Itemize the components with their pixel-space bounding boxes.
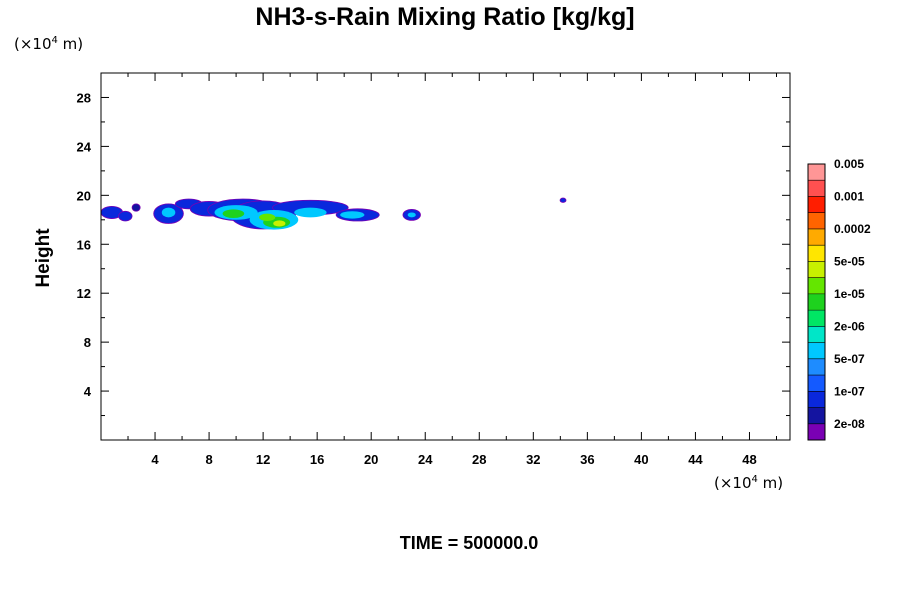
y-tick-label: 28	[77, 90, 91, 105]
colorbar-swatch	[808, 180, 825, 197]
colorbar-swatch	[808, 212, 825, 229]
colorbar-label: 1e-07	[834, 384, 865, 398]
contour-region-13	[559, 197, 567, 203]
x-tick-label: 8	[205, 452, 212, 467]
colorbar-swatch	[808, 164, 825, 181]
colorbar-swatch	[808, 228, 825, 246]
colorbar-legend: 2e-08 1e-07 5e-07 2e-06 1e-05 5e-05 0.0002 0.00…	[807, 157, 871, 441]
contour-region-17	[340, 211, 365, 219]
colorbar-label: 0.005	[834, 157, 864, 171]
colorbar-label: 1e-05	[834, 287, 865, 301]
time-footer: TIME = 500000.0	[400, 533, 539, 553]
colorbar-swatch	[808, 358, 825, 376]
colorbar-swatch	[808, 310, 825, 327]
x-tick-label: 20	[364, 452, 378, 467]
colorbar-swatch	[808, 391, 825, 408]
contour-regions	[100, 197, 567, 230]
colorbar-swatch	[808, 196, 825, 213]
chart-title: NH3-s-Rain Mixing Ratio [kg/kg]	[255, 3, 634, 31]
contour-region-2	[118, 210, 133, 222]
x-tick-label: 16	[310, 452, 324, 467]
x-tick-label: 40	[634, 452, 648, 467]
x-tick-label: 48	[742, 452, 756, 467]
colorbar-label: 2e-06	[834, 319, 865, 333]
x-tick-label: 28	[472, 452, 486, 467]
x-axis-unit: (×104 m)	[714, 474, 783, 492]
y-axis-unit: (×104 m)	[14, 35, 83, 53]
x-axis-unit-prefix: (×10	[714, 474, 752, 492]
y-tick-label: 12	[77, 286, 91, 301]
contour-region-16	[294, 207, 327, 218]
colorbar-swatch	[808, 407, 825, 424]
colorbar-label: 2e-08	[834, 417, 865, 431]
y-axis-unit-prefix: (×10	[14, 35, 52, 53]
x-tick-label: 36	[580, 452, 594, 467]
y-tick-label: 20	[77, 188, 91, 203]
y-tick-label: 16	[77, 237, 91, 252]
plot-area	[101, 73, 790, 440]
contour-region-3	[131, 203, 141, 212]
contour-region-21	[259, 213, 276, 222]
x-tick-label: 24	[418, 452, 433, 467]
y-tick-label: 8	[84, 335, 91, 350]
colorbar-swatch	[808, 342, 825, 359]
y-tick-label: 24	[77, 139, 92, 154]
colorbar-swatch	[808, 293, 825, 311]
colorbar-swatch	[808, 277, 825, 294]
colorbar-swatch	[808, 245, 825, 262]
colorbar-swatch	[808, 423, 825, 440]
y-axis-unit-suffix: m)	[58, 35, 83, 53]
y-axis-title: Height	[33, 228, 54, 288]
contour-region-18	[407, 212, 416, 218]
y-axis-unit-exponent: 4	[52, 35, 58, 46]
x-tick-label: 12	[256, 452, 270, 467]
contour-region-19	[222, 209, 245, 218]
colorbar-label: 0.0002	[834, 222, 871, 236]
x-tick-label: 32	[526, 452, 540, 467]
colorbar-swatch	[808, 326, 825, 343]
y-tick-label: 4	[84, 384, 92, 399]
colorbar-label: 5e-05	[834, 254, 865, 268]
x-tick-label: 4	[151, 452, 159, 467]
x-axis-unit-suffix: m)	[758, 474, 783, 492]
colorbar-label: 0.001	[834, 189, 864, 203]
contour-region-5	[161, 207, 176, 218]
x-tick-label: 44	[688, 452, 703, 467]
contour-region-22	[273, 220, 286, 227]
colorbar-swatch	[808, 261, 825, 278]
colorbar-frame	[807, 163, 826, 441]
x-axis-unit-exponent: 4	[752, 474, 758, 485]
colorbar-swatch	[808, 375, 825, 392]
colorbar-label: 5e-07	[834, 352, 865, 366]
plot-frame	[100, 72, 791, 441]
